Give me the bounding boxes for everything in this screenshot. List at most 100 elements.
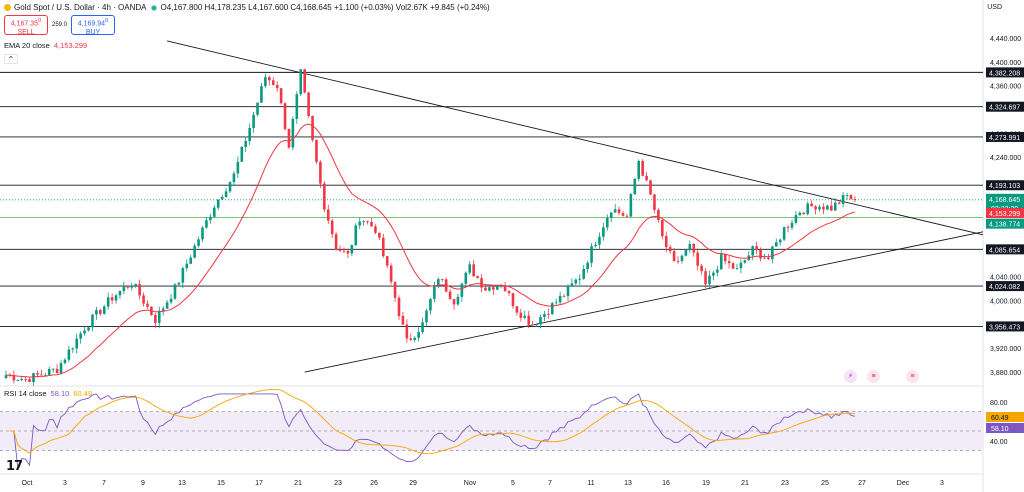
candle-body xyxy=(299,69,303,95)
candle-body xyxy=(338,249,342,251)
us-flag-event-icon[interactable]: ≡ xyxy=(867,370,880,383)
candle-body xyxy=(456,296,460,305)
candle-body xyxy=(684,249,688,256)
candle-body xyxy=(700,265,703,272)
time-tick-label: 16 xyxy=(662,480,670,487)
candle-body xyxy=(704,271,707,285)
candle-body xyxy=(617,209,621,214)
candle-body xyxy=(366,221,369,223)
candle-body xyxy=(181,268,185,283)
ema-label: EMA 20 close xyxy=(4,41,50,50)
candle-body xyxy=(350,245,354,254)
time-tick-label: 13 xyxy=(624,480,632,487)
candle-body xyxy=(370,222,373,227)
time-tick-label: 7 xyxy=(102,480,106,487)
candle-body xyxy=(252,114,255,128)
candle-body xyxy=(401,315,405,325)
price-tick-label: 4,360.000 xyxy=(990,84,1021,91)
candle-body xyxy=(71,348,75,350)
candle-body xyxy=(405,324,409,339)
price-tick-label: 4,400.000 xyxy=(990,60,1021,67)
time-tick-label: 29 xyxy=(409,480,417,487)
candle-body xyxy=(790,222,794,228)
ema-legend[interactable]: EMA 20 close 4,153.299 xyxy=(4,41,87,50)
candle-body xyxy=(802,212,806,215)
time-tick-label: Oct xyxy=(22,480,33,487)
candle-body xyxy=(735,268,739,270)
candle-body xyxy=(849,195,853,199)
rsi-ma-axis-label: 60.49 xyxy=(991,415,1009,422)
candle-body xyxy=(358,221,361,226)
candle-body xyxy=(75,338,79,349)
candle-body xyxy=(672,251,676,261)
chart-legend: Gold Spot / U.S. Dollar · 4h · OANDA O4,… xyxy=(0,0,980,64)
current-price-label: 4,168.645 xyxy=(989,197,1020,204)
key-level-label: 4,324.697 xyxy=(989,105,1020,112)
candle-body xyxy=(197,239,200,246)
currency-label[interactable]: USD xyxy=(987,4,1002,11)
key-level-tag xyxy=(986,180,1024,191)
candle-body xyxy=(185,263,189,269)
candle-body xyxy=(256,102,259,115)
grid-lines xyxy=(0,0,984,492)
key-level-tag xyxy=(986,281,1024,292)
candle-body xyxy=(275,84,279,89)
candle-body xyxy=(232,173,236,182)
candle-body xyxy=(283,103,287,129)
candle-body xyxy=(28,379,31,382)
candle-body xyxy=(216,199,220,208)
candle-body xyxy=(782,227,786,240)
candle-body xyxy=(590,246,593,263)
candle-body xyxy=(586,262,589,269)
rsi-legend[interactable]: RSI 14 close 58.10 60.49 xyxy=(4,389,92,398)
candle-body xyxy=(845,195,849,196)
ema-price-label: 4,153.299 xyxy=(989,211,1020,218)
candle-body xyxy=(712,272,715,276)
candle-body xyxy=(786,227,790,228)
time-tick-label: 21 xyxy=(741,480,749,487)
candle-body xyxy=(692,244,696,253)
rsi-ma-value: 60.49 xyxy=(73,389,93,398)
buy-button[interactable]: 4,169.940 BUY xyxy=(71,15,116,36)
sell-button[interactable]: 4,167.350 SELL xyxy=(4,15,48,36)
candle-body xyxy=(830,205,833,211)
candle-body xyxy=(602,227,605,237)
ema-series xyxy=(5,123,856,378)
price-axis[interactable]: 3,880.000 3,920.000 4,000.000 4,040.000 4,24… xyxy=(986,36,1024,446)
candle-body xyxy=(110,297,114,301)
sell-price-fraction: 0 xyxy=(38,18,42,24)
candle-body xyxy=(547,313,550,315)
candle-body xyxy=(574,279,578,284)
candle-body xyxy=(511,293,515,307)
candle-body xyxy=(806,203,810,215)
symbol-title[interactable]: Gold Spot / U.S. Dollar · 4h · OANDA xyxy=(14,3,147,12)
collapse-legend-button[interactable]: ⌃ xyxy=(4,54,18,64)
time-tick-label: 17 xyxy=(255,480,263,487)
candle-body xyxy=(492,287,495,290)
time-axis[interactable]: Oct 3 7 9 13 15 17 21 23 26 29 Nov 5 7 11 13 16 19 21 23 25 2… xyxy=(22,480,944,487)
time-tick-label: Nov xyxy=(464,480,477,487)
candle-body xyxy=(12,375,16,381)
candle-body xyxy=(397,297,401,316)
price-tick-label: 3,920.000 xyxy=(990,346,1021,353)
lightning-event-icon[interactable]: ⚡ xyxy=(844,370,857,383)
candle-body xyxy=(833,202,837,211)
tradingview-logo[interactable]: 17 xyxy=(6,459,23,474)
candle-body xyxy=(637,160,641,179)
candle-body xyxy=(47,368,51,375)
candle-body xyxy=(421,322,424,333)
candle-body xyxy=(59,363,63,374)
us-flag-event-icon[interactable]: ≡ xyxy=(906,370,919,383)
candle-body xyxy=(558,295,562,303)
candle-body xyxy=(40,374,43,376)
candle-body xyxy=(484,287,487,291)
candle-body xyxy=(680,255,684,261)
candle-body xyxy=(649,180,652,195)
time-tick-label: 3 xyxy=(940,480,944,487)
candle-body xyxy=(657,209,660,220)
buy-price: 4,169.94 xyxy=(77,20,106,28)
candle-body xyxy=(4,375,8,379)
candle-body xyxy=(433,284,436,299)
candle-body xyxy=(798,212,802,216)
